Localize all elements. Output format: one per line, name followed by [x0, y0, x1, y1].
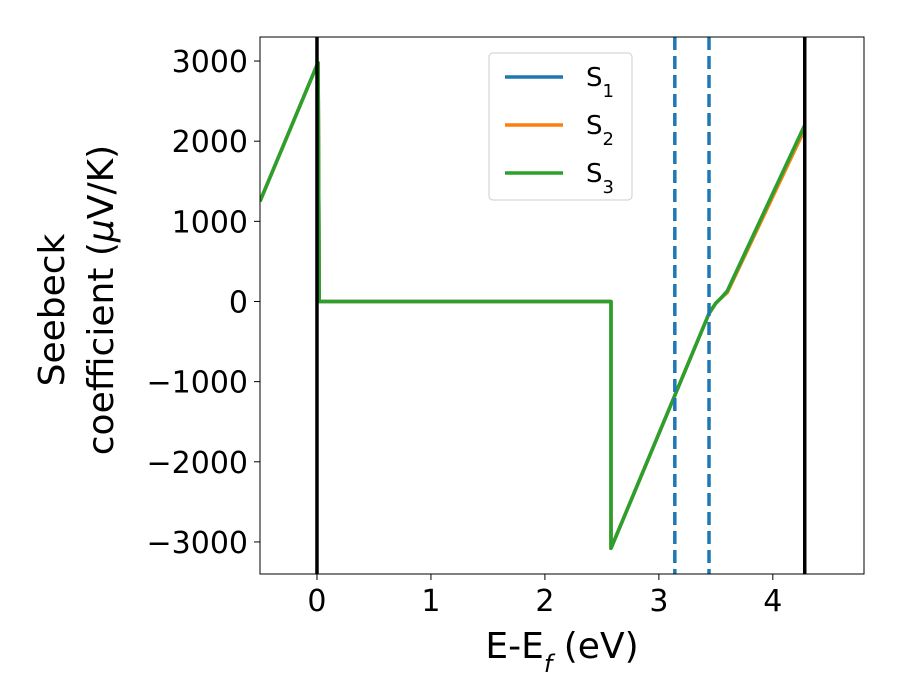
- x-tick-label: 4: [763, 584, 782, 619]
- x-tick-label: 2: [535, 584, 554, 619]
- x-axis-label: E-Ef (eV): [485, 626, 638, 678]
- y-tick-label: −2000: [147, 446, 248, 481]
- y-tick-label: 1000: [172, 205, 248, 240]
- y-tick-label: −3000: [147, 526, 248, 561]
- x-tick-label: 1: [421, 584, 440, 619]
- y-tick-label: −1000: [147, 366, 248, 401]
- x-axis: 0 1 2 3 4: [307, 574, 782, 619]
- legend: S1 S2 S3: [488, 52, 633, 201]
- y-axis-label-line2: coefficient (μV/K): [81, 145, 122, 455]
- reference-lines: [315, 37, 807, 574]
- y-tick-label: 0: [229, 285, 248, 320]
- y-tick-label: 3000: [172, 45, 248, 80]
- y-axis-label: Seebeck coefficient (μV/K): [32, 145, 122, 455]
- x-tick-label: 3: [649, 584, 668, 619]
- plot-frame: [259, 36, 865, 575]
- y-tick-label: 2000: [172, 125, 248, 160]
- y-axis-label-line1: Seebeck: [32, 233, 73, 386]
- legend-label-s1: S1: [586, 63, 614, 102]
- legend-label-s2: S2: [586, 111, 614, 150]
- x-tick-label: 0: [307, 584, 326, 619]
- y-axis: −3000 −2000 −1000 0 1000 2000 3000: [147, 45, 260, 561]
- legend-label-s3: S3: [586, 159, 614, 198]
